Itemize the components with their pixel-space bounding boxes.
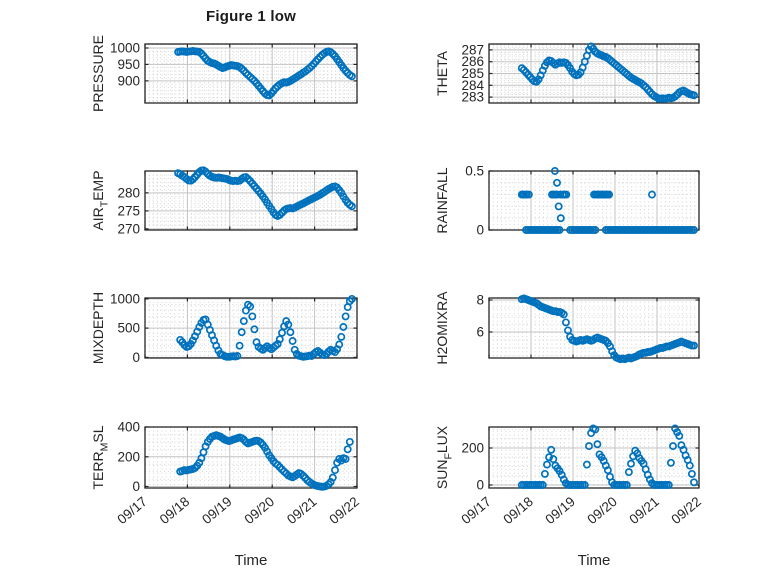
y-tick-label: 275 xyxy=(117,203,140,218)
y-tick-label: 200 xyxy=(461,441,484,456)
y-tick-label: 400 xyxy=(117,420,140,435)
panel-rainfall: 0 0.5 RAINFALL xyxy=(434,164,700,238)
y-tick-label: 950 xyxy=(117,57,140,72)
y-tick-label: 1000 xyxy=(110,291,140,306)
panel-h2omixra: 6 8 H2OMIXRA xyxy=(434,291,700,365)
y-tick-label: 287 xyxy=(461,42,484,57)
y-tick-label: 0 xyxy=(476,223,484,238)
x-tick-label: 09/21 xyxy=(284,494,320,527)
series-markers-pressure xyxy=(174,46,356,100)
x-tick-label: 09/17 xyxy=(458,494,494,527)
y-axis-label-h2omixra: H2OMIXRA xyxy=(434,291,450,365)
plot-frame xyxy=(144,43,358,104)
series-markers-h2omixra xyxy=(517,294,698,364)
y-tick-label: 0 xyxy=(132,479,140,494)
x-tick-label: 09/21 xyxy=(626,494,662,527)
y-axis-label-airtemp: AIRTEMP xyxy=(90,170,111,230)
y-tick-label: 286 xyxy=(461,54,484,69)
y-axis-label-sunflux: SUNFLUX xyxy=(434,425,455,489)
x-tick-label: 09/19 xyxy=(199,494,235,527)
y-tick-label: 270 xyxy=(117,221,140,236)
y-tick-label: 500 xyxy=(117,321,140,336)
y-tick-label: 285 xyxy=(461,66,484,81)
y-tick-label: 200 xyxy=(117,449,140,464)
x-axis-label-left: Time xyxy=(234,552,268,569)
x-tick-label: 09/22 xyxy=(668,494,704,527)
x-tick-label: 09/20 xyxy=(584,494,620,527)
series-markers-mixdepth xyxy=(176,294,356,361)
panel-airtemp: 270 275 280 AIRTEMP xyxy=(90,166,358,236)
x-tick-label: 09/20 xyxy=(242,494,278,527)
x-tick-label: 09/22 xyxy=(326,494,362,527)
y-tick-label: 900 xyxy=(117,73,140,88)
series-markers-rainfall xyxy=(517,167,698,234)
y-tick-label: 0 xyxy=(132,350,140,365)
series-markers-sunflux xyxy=(517,424,698,489)
y-tick-label: 283 xyxy=(461,90,484,105)
x-tick-label: 09/18 xyxy=(157,494,193,527)
plot-frame xyxy=(488,297,700,359)
y-axis-label-mixdepth: MIXDEPTH xyxy=(90,292,106,364)
y-tick-label: 8 xyxy=(476,293,484,308)
x-axis-label-right: Time xyxy=(577,552,611,569)
panel-terrmsl: 0 200 400 09/17 09/18 09/19 09/20 09/21 09/22 TER… xyxy=(90,420,362,528)
y-axis-label-rainfall: RAINFALL xyxy=(434,167,450,233)
x-tick-label: 09/18 xyxy=(500,494,536,527)
y-axis-label-theta: THETA xyxy=(434,50,450,96)
x-tick-label: 09/19 xyxy=(542,494,578,527)
y-tick-label: 1000 xyxy=(110,41,140,56)
series-markers-terrmsl xyxy=(176,431,354,491)
y-axis-label-terrmsl: TERRMSL xyxy=(90,425,111,489)
series-markers-airtemp xyxy=(174,166,356,220)
panel-sunflux: 0 200 09/17 09/18 09/19 09/20 09/21 09/22 SUNFLU… xyxy=(434,424,704,527)
figure-title: Figure 1 low xyxy=(206,8,296,25)
y-tick-label: 6 xyxy=(476,325,484,340)
panel-mixdepth: 0 500 1000 MIXDEPTH xyxy=(90,291,358,365)
y-tick-label: 284 xyxy=(461,78,484,93)
y-tick-label: 280 xyxy=(117,185,140,200)
x-tick-label: 09/17 xyxy=(114,494,150,527)
y-tick-label: 0.5 xyxy=(465,164,484,179)
plot-frame xyxy=(144,426,358,489)
y-axis-label-pressure: PRESSURE xyxy=(90,35,106,112)
series-markers-theta xyxy=(517,42,698,103)
plot-frame xyxy=(144,170,358,231)
y-tick-label: 0 xyxy=(476,478,484,493)
